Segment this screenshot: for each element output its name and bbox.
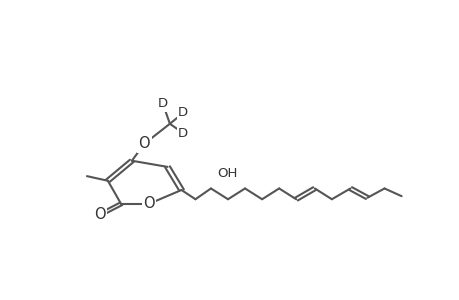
- Text: OH: OH: [217, 167, 237, 180]
- Text: O: O: [138, 136, 150, 151]
- Text: D: D: [157, 97, 168, 110]
- Text: D: D: [178, 106, 188, 119]
- Text: O: O: [94, 207, 106, 222]
- Text: D: D: [178, 127, 188, 140]
- Text: O: O: [143, 196, 154, 211]
